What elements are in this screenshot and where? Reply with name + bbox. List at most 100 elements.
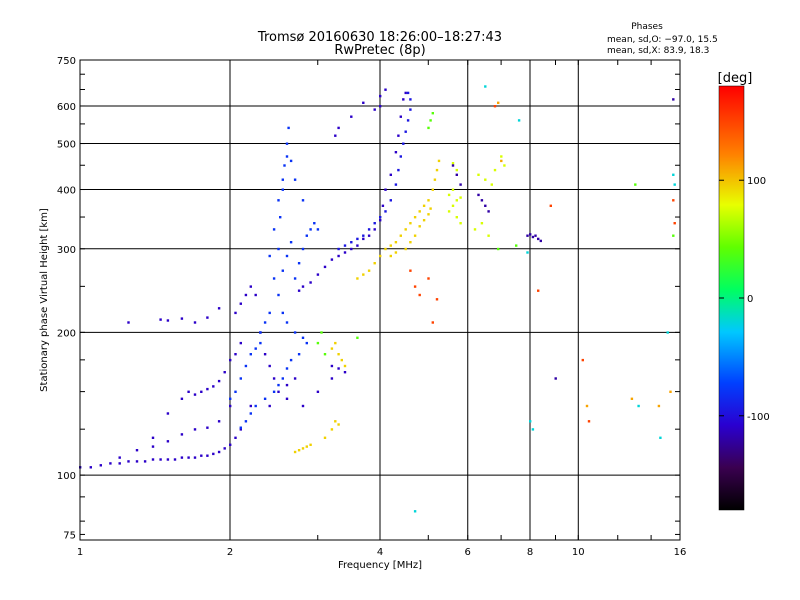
data-point: [337, 353, 340, 356]
data-point: [356, 336, 359, 339]
data-point: [418, 225, 421, 228]
data-point: [316, 273, 320, 276]
data-point: [263, 353, 267, 356]
y-tick-label: 500: [57, 140, 76, 151]
data-point: [301, 247, 305, 251]
data-point: [451, 188, 455, 191]
x-tick-label: 16: [674, 547, 687, 558]
data-point: [402, 98, 405, 101]
data-point: [373, 262, 376, 265]
data-point: [497, 247, 500, 251]
data-point: [409, 98, 412, 101]
data-point: [118, 462, 121, 465]
data-point: [673, 222, 676, 225]
data-point: [281, 188, 284, 191]
data-point: [389, 173, 392, 176]
data-point: [166, 412, 170, 415]
x-tick-label: 6: [465, 547, 471, 558]
data-point: [239, 341, 242, 345]
data-point: [427, 199, 430, 202]
data-point: [422, 204, 426, 207]
data-point: [180, 456, 184, 459]
data-point: [459, 196, 462, 199]
data-point: [350, 247, 353, 251]
data-point: [173, 458, 177, 461]
data-point: [480, 222, 484, 225]
data-point: [249, 285, 252, 288]
data-point: [118, 456, 121, 459]
data-point: [259, 341, 262, 345]
data-point: [281, 311, 284, 315]
data-point: [397, 134, 400, 137]
data-point: [404, 91, 407, 95]
data-point: [431, 112, 434, 115]
data-point: [500, 159, 503, 163]
data-point: [418, 293, 421, 297]
data-point: [373, 228, 376, 231]
data-point: [323, 265, 327, 269]
data-point: [379, 219, 382, 222]
data-point: [309, 281, 312, 284]
data-point: [459, 222, 462, 225]
y-tick-label: 750: [57, 56, 76, 67]
data-point: [223, 447, 226, 450]
data-point: [249, 353, 252, 356]
data-point: [206, 387, 209, 391]
data-point: [367, 269, 371, 272]
data-point: [334, 420, 337, 423]
data-point: [135, 449, 139, 452]
data-point: [484, 204, 487, 207]
data-point: [409, 241, 412, 244]
data-point: [379, 105, 382, 108]
data-point: [277, 199, 280, 202]
data-point: [301, 447, 305, 450]
data-point: [277, 383, 280, 387]
colorbar-tick-label: 100: [747, 176, 766, 187]
data-point: [309, 228, 312, 231]
data-point: [455, 216, 458, 219]
grid-lines: [80, 60, 680, 540]
data-point: [151, 436, 155, 439]
stats-line-o: mean, sd,O: −97.0, 15.5: [607, 35, 718, 45]
data-point: [229, 397, 232, 400]
data-point: [254, 347, 257, 350]
data-point: [223, 371, 226, 374]
data-point: [394, 241, 398, 244]
data-point: [206, 426, 209, 429]
data-point: [429, 207, 432, 210]
data-point: [180, 317, 184, 320]
data-point: [343, 364, 347, 368]
data-point: [389, 254, 392, 258]
data-point: [305, 341, 308, 345]
data-point: [435, 298, 439, 301]
data-point: [323, 353, 327, 356]
data-point: [330, 258, 334, 261]
data-point: [135, 460, 139, 463]
data-point: [234, 311, 237, 315]
data-point: [373, 222, 376, 225]
data-point: [413, 285, 417, 288]
data-point: [272, 390, 276, 393]
data-point: [217, 379, 221, 383]
data-point: [143, 460, 147, 463]
stats-line-x: mean, sd,X: 83.9, 18.3: [607, 46, 709, 56]
data-point: [477, 193, 480, 197]
data-point: [293, 450, 297, 454]
data-point: [433, 178, 437, 181]
y-axis-label: Stationary phase Virtual Height [km]: [39, 208, 50, 392]
data-point: [531, 235, 535, 239]
data-point: [451, 204, 455, 207]
data-point: [99, 464, 102, 467]
data-point: [159, 318, 162, 321]
data-point: [362, 273, 365, 276]
data-point: [330, 364, 334, 368]
data-point: [413, 234, 417, 237]
data-point: [409, 108, 412, 111]
data-point: [480, 199, 484, 202]
data-point: [356, 277, 359, 280]
data-point: [193, 456, 197, 459]
data-point: [193, 428, 197, 431]
data-point: [413, 216, 417, 219]
data-point: [409, 222, 412, 225]
data-point: [249, 412, 252, 415]
